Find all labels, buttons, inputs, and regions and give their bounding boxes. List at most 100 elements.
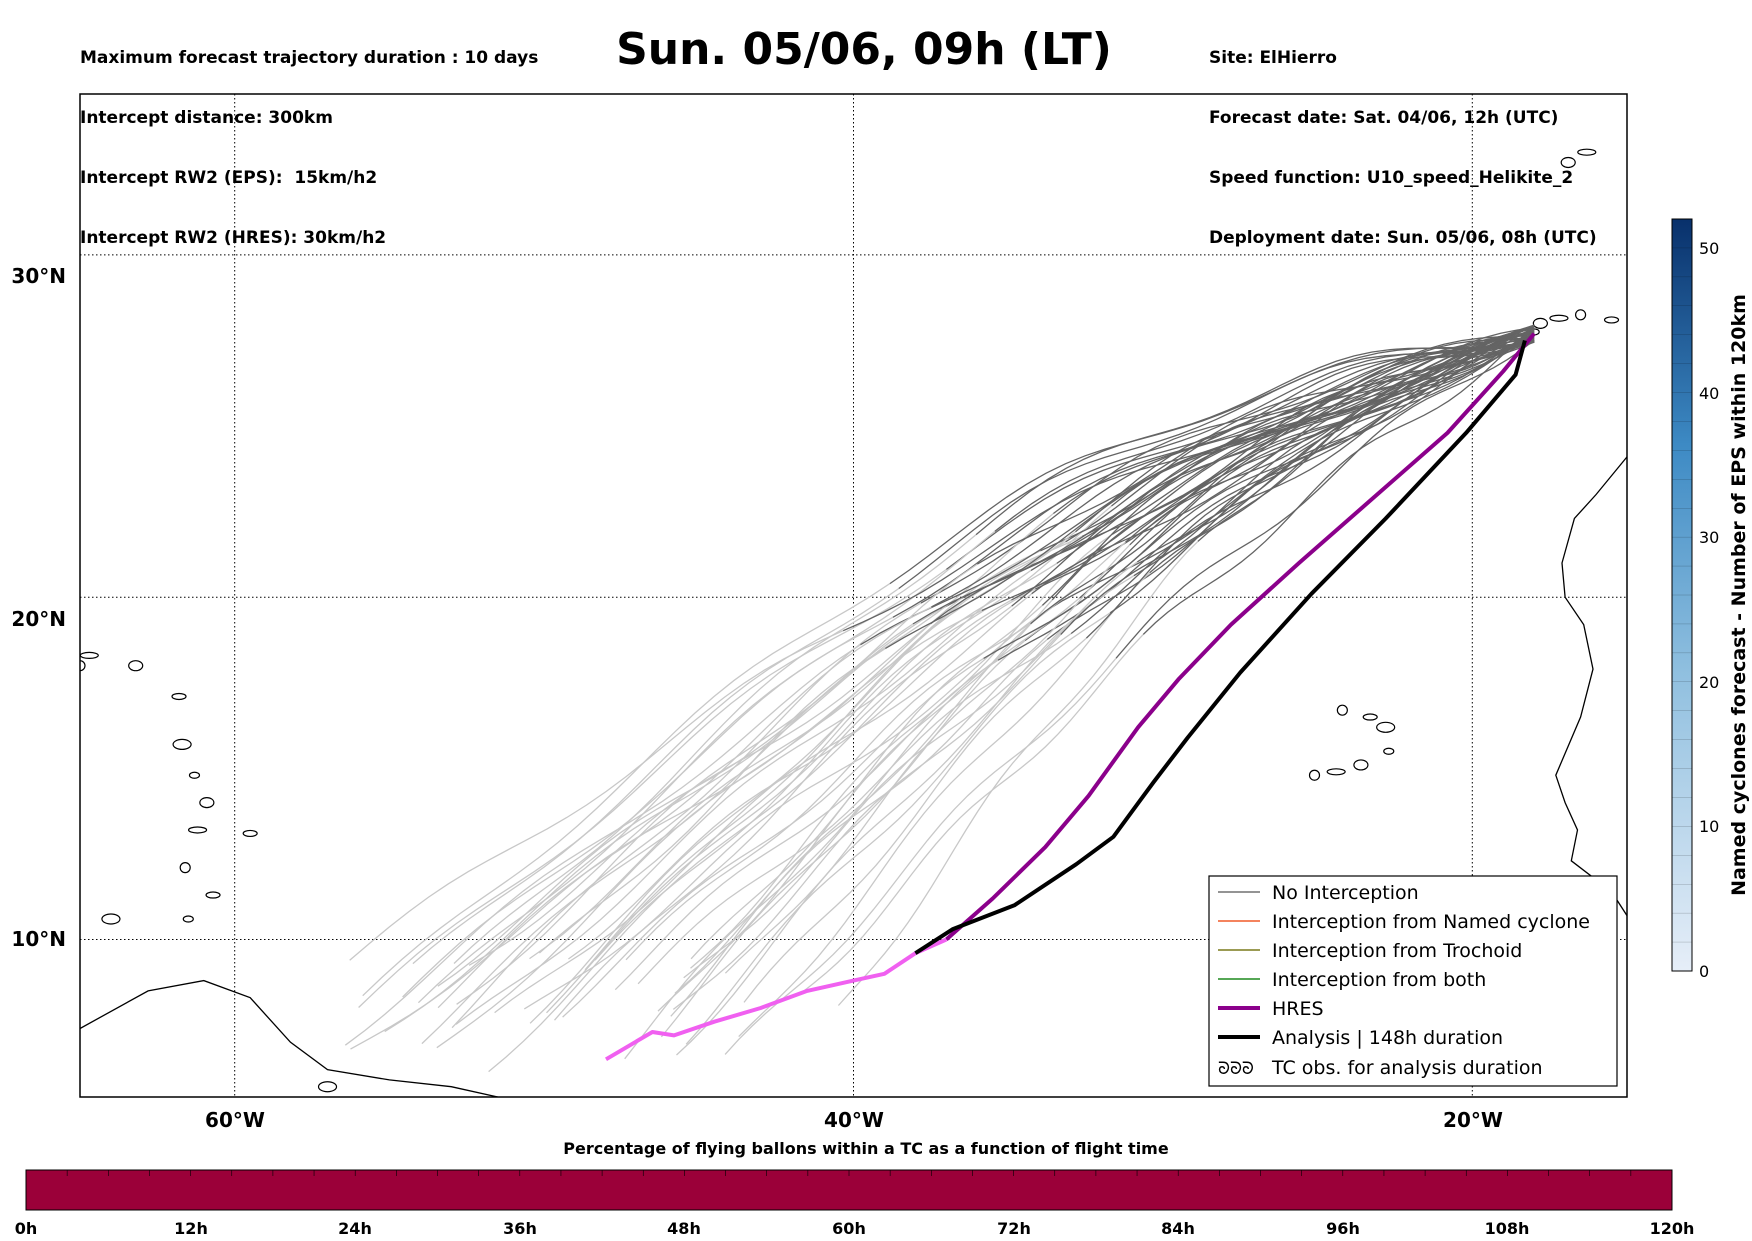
eps-track-early xyxy=(456,563,978,1005)
eps-track-late xyxy=(1075,338,1535,533)
colorbar-tick-20: 20 xyxy=(1699,673,1719,692)
colorbar-tick-40: 40 xyxy=(1699,384,1719,403)
eps-track-early xyxy=(494,593,1033,1014)
eps-track-early xyxy=(614,659,999,991)
eps-track-early xyxy=(743,637,1087,1003)
time-bar-fill xyxy=(25,1169,1673,1211)
eps-track-late xyxy=(1142,326,1535,635)
lat-tick-10n: 10°N xyxy=(11,927,66,951)
island-outline xyxy=(128,660,144,672)
eps-track-late xyxy=(977,325,1535,565)
eps-track-early xyxy=(724,657,1117,1055)
eps-track-late xyxy=(1136,332,1535,563)
lon-tick-20w: 20°W xyxy=(1443,1108,1503,1132)
legend-label-trochoid: Interception from Trochoid xyxy=(1272,940,1522,962)
eps-track-late xyxy=(1115,339,1535,659)
eps-track-early xyxy=(724,544,1131,974)
eps-track-early xyxy=(683,561,1138,979)
hres-track-end xyxy=(604,937,948,1062)
eps-track-early xyxy=(674,638,1048,994)
eps-track-early xyxy=(349,630,844,961)
eps-track-early xyxy=(468,623,932,966)
island-outline xyxy=(1532,317,1548,329)
eps-track-late xyxy=(981,326,1535,612)
eps-track-early xyxy=(738,572,1151,1038)
island-outline xyxy=(171,692,187,701)
time-bar-title: Percentage of flying ballons within a TC… xyxy=(563,1139,1169,1158)
island-outline xyxy=(182,915,194,923)
legend-label-no-interception: No Interception xyxy=(1272,882,1419,904)
island-outline xyxy=(179,862,191,874)
island-outline xyxy=(101,913,121,925)
map-frame xyxy=(79,93,1628,1098)
eps-trajectories xyxy=(344,324,1535,1073)
legend-label-both: Interception from both xyxy=(1272,969,1486,991)
time-tick-60h: 60h xyxy=(832,1219,866,1238)
time-tick-120h: 120h xyxy=(1650,1219,1695,1238)
eps-track-early xyxy=(546,562,1058,1014)
eps-track-early xyxy=(455,569,1032,1025)
eps-track-early xyxy=(488,599,1012,1073)
time-tick-108h: 108h xyxy=(1485,1219,1530,1238)
island-outline xyxy=(1640,305,1658,315)
header-right-line-4: Deployment date: Sun. 05/06, 08h (UTC) xyxy=(1209,228,1597,248)
eps-track-early xyxy=(417,530,996,1004)
eps-track-late xyxy=(912,325,1535,625)
island-outline xyxy=(1383,747,1395,755)
coastlines xyxy=(80,148,1658,1097)
eps-track-late xyxy=(1011,341,1535,607)
header-left: Maximum forecast trajectory duration : 1… xyxy=(80,8,538,268)
eps-track-late xyxy=(1129,334,1535,546)
header-left-line-1: Maximum forecast trajectory duration : 1… xyxy=(80,48,539,68)
time-tick-12h: 12h xyxy=(174,1219,208,1238)
eps-track-early xyxy=(350,609,983,1050)
eps-track-late xyxy=(1060,328,1535,635)
island-outline xyxy=(188,771,201,779)
time-tick-24h: 24h xyxy=(338,1219,372,1238)
island-outline xyxy=(1560,156,1576,169)
island-outline xyxy=(1362,713,1378,721)
eps-track-late xyxy=(1070,339,1535,635)
eps-track-early xyxy=(451,602,922,1029)
lon-tick-40w: 40°W xyxy=(824,1108,884,1132)
map-title: Sun. 05/06, 09h (LT) xyxy=(616,24,1112,75)
time-tick-72h: 72h xyxy=(997,1219,1031,1238)
island-outline xyxy=(242,829,258,838)
time-tick-36h: 36h xyxy=(503,1219,537,1238)
island-outline xyxy=(1577,148,1597,156)
map-content xyxy=(80,148,1658,1097)
eps-track-early xyxy=(554,605,1013,1021)
header-right-line-2: Forecast date: Sat. 04/06, 12h (UTC) xyxy=(1209,108,1559,128)
eps-track-early xyxy=(685,612,1111,1045)
header-left-line-3: Intercept RW2 (EPS): 15km/h2 xyxy=(80,168,378,188)
colorbar-tick-0: 0 xyxy=(1699,962,1709,981)
eps-track-late xyxy=(892,340,1535,618)
eps-track-early xyxy=(523,610,1047,1010)
time-bar-ticks xyxy=(25,1170,1673,1176)
hres-track-main xyxy=(944,332,1536,941)
eps-track-late xyxy=(994,340,1535,532)
coast-africa xyxy=(1555,456,1627,916)
island-outline xyxy=(1326,768,1346,776)
legend-label-tc-obs: TC obs. for analysis duration xyxy=(1271,1057,1543,1079)
header-right: Site: ElHierro Forecast date: Sat. 04/06… xyxy=(1209,8,1597,268)
eps-track-late xyxy=(1041,338,1535,606)
time-tick-0h: 0h xyxy=(15,1219,38,1238)
eps-track-early xyxy=(676,575,1135,1056)
eps-track-early xyxy=(670,623,1032,1017)
eps-track-early xyxy=(568,588,1036,960)
eps-track-late xyxy=(1056,331,1535,564)
colorbar-tick-50: 50 xyxy=(1699,239,1719,258)
eps-track-late xyxy=(885,332,1535,650)
legend-label-named-cyclone: Interception from Named cyclone xyxy=(1272,911,1590,933)
tc-symbol-icon: ᘐᘐᘐ xyxy=(1218,1059,1254,1079)
island-outline xyxy=(1549,314,1569,322)
eps-track-early xyxy=(358,568,947,1008)
colorbar-gradient xyxy=(1671,218,1693,972)
eps-track-early xyxy=(660,639,1026,1038)
eps-track-early xyxy=(562,657,984,1018)
eps-track-early xyxy=(594,505,1112,961)
colorbar-label: Named cyclones forecast - Number of EPS … xyxy=(1728,294,1750,896)
coast-south-america xyxy=(80,979,498,1097)
time-tick-84h: 84h xyxy=(1161,1219,1195,1238)
